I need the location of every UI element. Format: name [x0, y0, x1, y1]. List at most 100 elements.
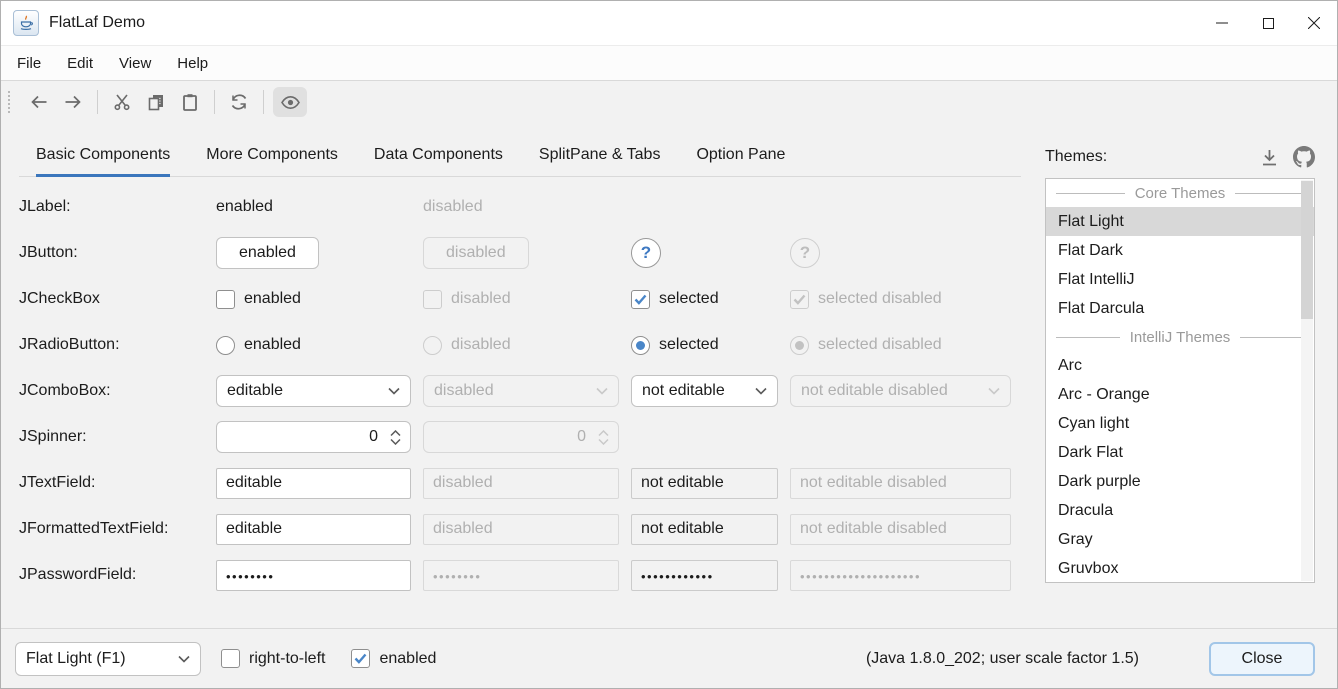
- toolbar-separator: [214, 90, 215, 114]
- themes-group-separator: IntelliJ Themes: [1046, 323, 1314, 351]
- jspinner-disabled: 0: [423, 421, 619, 453]
- download-icon[interactable]: [1260, 148, 1279, 167]
- theme-item-gray[interactable]: Gray: [1058, 530, 1093, 548]
- jcheckbox-disabled: disabled: [423, 289, 619, 309]
- enabled-checkbox[interactable]: enabled: [351, 649, 436, 668]
- jcombobox-not-editable[interactable]: not editable: [631, 375, 778, 407]
- help-button[interactable]: ?: [631, 238, 661, 268]
- toolbar-grip[interactable]: [8, 91, 14, 113]
- jlabel-enabled: enabled: [216, 198, 273, 215]
- cut-icon[interactable]: [107, 87, 137, 117]
- row-label-jtextfield: JTextField:: [19, 474, 96, 491]
- theme-item-arc[interactable]: Arc: [1058, 356, 1082, 374]
- jcombobox-editable[interactable]: editable: [216, 375, 411, 407]
- row-label-jpasswordfield: JPasswordField:: [19, 566, 137, 583]
- chevron-down-icon: [390, 438, 401, 445]
- refresh-icon[interactable]: [224, 87, 254, 117]
- tab-splitpane-tabs[interactable]: SplitPane & Tabs: [538, 146, 661, 163]
- copy-icon[interactable]: [141, 87, 171, 117]
- radio-selected-icon: [631, 335, 650, 355]
- jpasswordfield-not-editable: [631, 559, 778, 591]
- paste-icon[interactable]: [175, 87, 205, 117]
- menu-view[interactable]: View: [119, 54, 152, 72]
- theme-item-gruvbox[interactable]: Gruvbox: [1058, 559, 1119, 577]
- theme-item-arc-orange[interactable]: Arc - Orange: [1058, 385, 1150, 403]
- chevron-down-icon: [388, 387, 400, 395]
- row-label-jlabel: JLabel:: [19, 198, 71, 215]
- jradiobutton-selected[interactable]: selected: [631, 335, 778, 355]
- menu-help[interactable]: Help: [177, 54, 209, 72]
- jpasswordfield-enabled[interactable]: [216, 559, 411, 591]
- menu-file[interactable]: File: [17, 54, 42, 72]
- content: Basic Components More Components Data Co…: [1, 123, 1337, 630]
- chevron-up-icon: [598, 429, 609, 436]
- chevron-down-icon: [178, 655, 190, 663]
- radio-label: enabled: [244, 336, 301, 353]
- combo-value: not editable disabled: [801, 382, 948, 399]
- tab-data-components[interactable]: Data Components: [373, 146, 503, 163]
- checkbox-label: enabled: [379, 649, 437, 667]
- jcombobox-disabled: disabled: [423, 375, 619, 407]
- minimize-button[interactable]: [1199, 1, 1245, 45]
- theme-switcher-combobox[interactable]: Flat Light (F1): [15, 641, 201, 676]
- tab-strip: Basic Components More Components Data Co…: [19, 135, 1021, 177]
- close-button[interactable]: Close: [1209, 641, 1315, 676]
- jcheckbox-selected[interactable]: selected: [631, 289, 778, 309]
- jcheckbox-enabled[interactable]: enabled: [216, 289, 411, 309]
- theme-item-flat-light[interactable]: Flat Light: [1046, 207, 1314, 236]
- row-label-jcombobox: JComboBox:: [19, 382, 111, 399]
- github-icon[interactable]: [1293, 146, 1315, 168]
- themes-panel: Themes: Core Themes Flat Light Flat Dark…: [1045, 123, 1315, 630]
- show-hosted-icon[interactable]: [273, 87, 307, 117]
- jradiobutton-enabled[interactable]: enabled: [216, 335, 411, 355]
- jformattedtextfield-editable[interactable]: [216, 513, 411, 545]
- checkbox-icon: [423, 289, 442, 309]
- checkbox-checked-icon: [351, 649, 371, 668]
- spinner-buttons[interactable]: [390, 429, 401, 445]
- jbutton-enabled[interactable]: enabled: [216, 237, 319, 269]
- theme-item-flat-intellij[interactable]: Flat IntelliJ: [1058, 270, 1135, 288]
- theme-item-dark-flat[interactable]: Dark Flat: [1058, 443, 1123, 461]
- checkbox-label: right-to-left: [249, 649, 326, 667]
- back-icon[interactable]: [24, 87, 54, 117]
- row-label-jcheckbox: JCheckBox: [19, 290, 100, 307]
- theme-item-dracula[interactable]: Dracula: [1058, 501, 1114, 519]
- theme-item-flat-darcula[interactable]: Flat Darcula: [1058, 299, 1145, 317]
- theme-item-cyan-light[interactable]: Cyan light: [1058, 414, 1130, 432]
- theme-item-flat-dark[interactable]: Flat Dark: [1058, 241, 1123, 259]
- themes-scrollbar-track[interactable]: [1301, 180, 1313, 581]
- tab-option-pane[interactable]: Option Pane: [696, 146, 786, 163]
- checkbox-checked-icon: [790, 289, 809, 309]
- chevron-down-icon: [988, 387, 1000, 395]
- jbutton-disabled: disabled: [423, 237, 529, 269]
- row-label-jbutton: JButton:: [19, 244, 78, 261]
- row-label-jspinner: JSpinner:: [19, 428, 87, 445]
- help-button-disabled: ?: [790, 238, 820, 268]
- theme-item-dark-purple[interactable]: Dark purple: [1058, 472, 1141, 490]
- chevron-up-icon: [390, 429, 401, 436]
- tab-more-components[interactable]: More Components: [206, 146, 338, 163]
- jformattedtextfield-disabled: [423, 513, 619, 545]
- themes-scrollbar-thumb[interactable]: [1301, 181, 1313, 319]
- bottombar: Flat Light (F1) right-to-left enabled (J…: [1, 628, 1337, 688]
- spinner-value: 0: [369, 428, 378, 445]
- forward-icon[interactable]: [58, 87, 88, 117]
- tab-basic-components[interactable]: Basic Components: [36, 135, 171, 177]
- menu-edit[interactable]: Edit: [67, 54, 94, 72]
- close-window-button[interactable]: [1291, 1, 1337, 45]
- checkbox-checked-icon: [631, 289, 650, 309]
- toolbar-separator: [263, 90, 264, 114]
- combo-value: disabled: [434, 382, 494, 399]
- checkbox-label: selected: [659, 290, 719, 307]
- right-to-left-checkbox[interactable]: right-to-left: [221, 649, 325, 668]
- row-label-jradiobutton: JRadioButton:: [19, 336, 120, 353]
- maximize-button[interactable]: [1245, 1, 1291, 45]
- row-label-jformattedtextfield: JFormattedTextField:: [19, 520, 169, 537]
- jcheckbox-selected-disabled: selected disabled: [790, 289, 1011, 309]
- combo-value: not editable: [642, 382, 725, 399]
- jtextfield-editable[interactable]: [216, 467, 411, 499]
- jspinner-enabled[interactable]: 0: [216, 421, 411, 453]
- jradiobutton-disabled: disabled: [423, 335, 619, 355]
- radio-label: disabled: [451, 336, 511, 353]
